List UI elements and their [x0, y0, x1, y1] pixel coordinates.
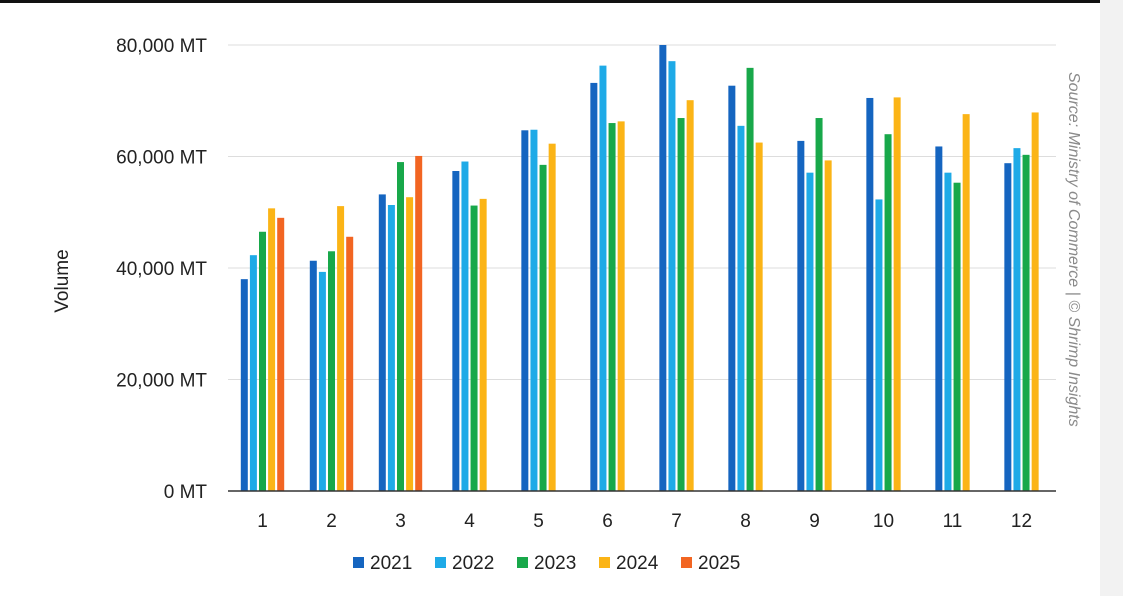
legend-swatch-2021: [353, 557, 364, 568]
bar-2024-month-6: [617, 121, 625, 491]
bar-2022-month-7: [668, 61, 676, 491]
bars: [240, 45, 1039, 492]
bar-2024-month-5: [548, 143, 556, 492]
y-axis-ticks: 0 MT 20,000 MT 40,000 MT 60,000 MT 80,000 MT: [116, 36, 207, 503]
bar-2023-month-10: [884, 134, 892, 491]
bar-2024-month-3: [406, 197, 414, 491]
x-tick-label: 12: [1011, 511, 1032, 532]
legend-label-2022: 2022: [452, 553, 494, 574]
bar-2024-month-9: [824, 160, 832, 491]
legend-label-2023: 2023: [534, 553, 576, 574]
bar-2021-month-11: [935, 146, 943, 491]
bar-2022-month-11: [944, 172, 952, 492]
bar-2024-month-2: [337, 206, 345, 491]
bar-2022-month-3: [387, 205, 395, 491]
y-tick-label: 0 MT: [164, 482, 208, 503]
bar-2022-month-10: [875, 199, 883, 492]
y-tick-label: 80,000 MT: [116, 36, 207, 57]
x-tick-label: 5: [533, 511, 544, 532]
bar-2023-month-9: [815, 118, 823, 491]
bar-2023-month-8: [746, 67, 754, 492]
y-tick-label: 60,000 MT: [116, 148, 207, 169]
bar-2023-month-7: [677, 118, 685, 491]
x-axis-ticks: 1 2 3 4 5 6 7 8 9 10 11 12: [257, 511, 1032, 532]
legend: 2021 2022 2023 2024 2025: [353, 553, 740, 574]
bar-2023-month-11: [953, 182, 961, 491]
bar-2021-month-5: [521, 130, 529, 492]
bar-2021-month-10: [866, 97, 874, 492]
top-border: [0, 0, 1100, 3]
bar-2021-month-6: [590, 82, 598, 491]
x-tick-label: 7: [671, 511, 682, 532]
y-tick-label: 20,000 MT: [116, 371, 207, 392]
bar-2022-month-1: [249, 255, 257, 491]
bar-2024-month-7: [686, 100, 694, 491]
bar-2022-month-9: [806, 172, 814, 492]
bar-2022-month-8: [737, 125, 745, 492]
bar-2024-month-4: [479, 198, 487, 491]
bar-2025-month-1: [277, 217, 285, 491]
bar-2025-month-3: [415, 155, 423, 491]
bar-2023-month-5: [539, 164, 547, 492]
bar-2021-month-12: [1004, 163, 1012, 491]
bar-2023-month-4: [470, 205, 478, 491]
x-tick-label: 9: [809, 511, 820, 532]
x-tick-label: 1: [257, 511, 268, 532]
bar-2025-month-2: [346, 236, 354, 491]
x-tick-label: 11: [943, 511, 963, 532]
legend-label-2024: 2024: [616, 553, 659, 574]
source-credit: Source: Ministry of Commerce | © Shrimp …: [1065, 72, 1082, 427]
bar-2024-month-12: [1031, 112, 1039, 492]
bar-2022-month-4: [461, 161, 469, 491]
bar-2021-month-4: [452, 170, 460, 491]
bar-2023-month-3: [397, 162, 404, 491]
x-tick-label: 4: [464, 511, 475, 532]
bar-2024-month-11: [962, 114, 970, 491]
bar-2021-month-7: [659, 45, 667, 491]
legend-swatch-2025: [681, 557, 692, 568]
x-tick-label: 2: [326, 511, 337, 532]
bar-2021-month-1: [240, 279, 248, 491]
y-tick-label: 40,000 MT: [116, 259, 207, 280]
legend-label-2021: 2021: [370, 553, 412, 574]
bar-2024-month-1: [268, 208, 276, 491]
bar-2022-month-12: [1013, 148, 1021, 491]
x-tick-label: 3: [395, 511, 406, 532]
bar-2022-month-6: [599, 65, 607, 491]
bar-2021-month-8: [728, 85, 736, 491]
bar-2023-month-12: [1022, 154, 1030, 491]
bar-2024-month-10: [893, 97, 901, 491]
bar-2022-month-5: [530, 129, 538, 492]
bar-2023-month-2: [328, 251, 335, 491]
bar-2024-month-8: [755, 142, 763, 491]
right-margin-strip: [1100, 0, 1123, 596]
bar-2021-month-3: [378, 194, 386, 491]
y-axis-label: Volume: [52, 249, 73, 312]
bar-2021-month-2: [309, 260, 317, 491]
legend-swatch-2024: [599, 557, 610, 568]
gridlines: [228, 44, 1056, 380]
x-tick-label: 6: [602, 511, 613, 532]
x-tick-label: 8: [740, 511, 751, 532]
legend-swatch-2022: [435, 557, 446, 568]
bar-2021-month-9: [797, 140, 805, 491]
bar-2023-month-1: [259, 231, 266, 491]
legend-swatch-2023: [517, 557, 528, 568]
bar-2022-month-2: [318, 271, 326, 491]
legend-label-2025: 2025: [698, 553, 740, 574]
bar-2023-month-6: [608, 123, 616, 492]
x-tick-label: 10: [873, 511, 894, 532]
